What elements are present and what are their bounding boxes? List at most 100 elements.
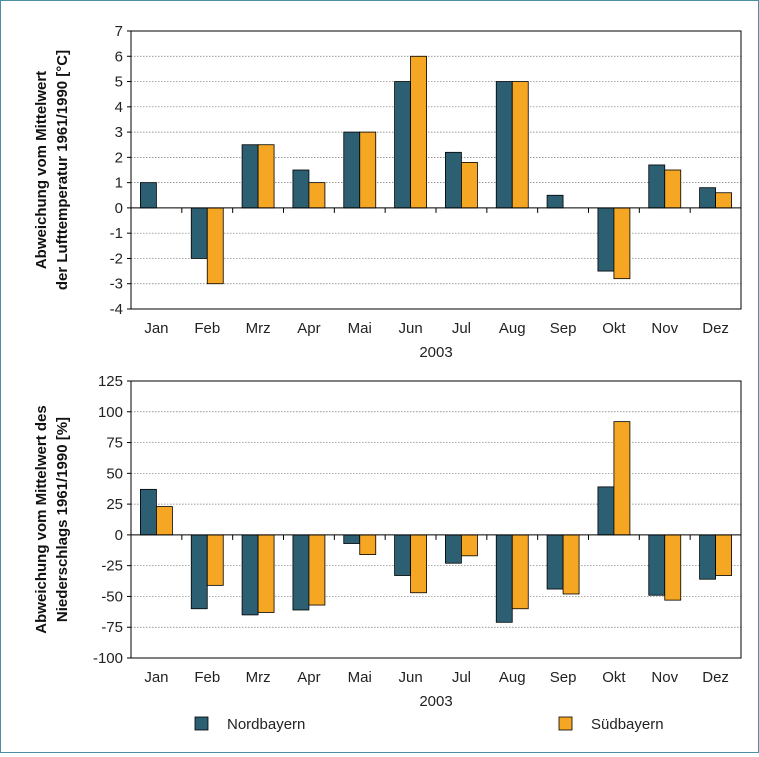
x-tick-label: Nov [651, 669, 678, 686]
bar-suedbayern [359, 534, 377, 555]
x-tick-label: Jan [144, 320, 168, 337]
x-tick-label: Feb [194, 320, 220, 337]
y-tick-label: 0 [115, 527, 123, 544]
bar-nordbayern [495, 81, 513, 209]
bar-nordbayern [648, 164, 666, 209]
legend: Nordbayern Südbayern [194, 716, 664, 733]
x-tick-label: Nov [651, 320, 678, 337]
x-tick-label: Apr [297, 320, 320, 337]
x-tick-label: Aug [499, 669, 526, 686]
y-tick-label: -100 [93, 650, 123, 667]
bar-suedbayern [410, 55, 427, 209]
bar-suedbayern [308, 534, 326, 606]
bar-nordbayern [241, 534, 259, 616]
bar-suedbayern [257, 534, 275, 613]
y-tick-label: -50 [101, 588, 123, 605]
y-tick-label: 2 [115, 149, 123, 166]
bar-suedbayern [206, 534, 224, 586]
bar-nordbayern [292, 534, 310, 611]
x-tick-label: Jan [144, 669, 168, 686]
bar-nordbayern [190, 207, 208, 259]
x-tick-label: Dez [702, 320, 729, 337]
y-tick-label: 125 [98, 373, 123, 390]
x-tick-label: Aug [499, 320, 526, 337]
bar-suedbayern [511, 81, 529, 209]
y-tick-label: 3 [115, 124, 123, 141]
plot-area [130, 380, 742, 659]
x-axis-label: 2003 [419, 693, 452, 710]
bar-suedbayern [715, 534, 732, 576]
x-tick-label: Mrz [246, 320, 271, 337]
x-tick-label: Jun [398, 669, 422, 686]
bar-nordbayern [394, 81, 411, 209]
bar-nordbayern [597, 486, 615, 536]
y-tick-label: -1 [110, 225, 123, 242]
bar-nordbayern [445, 151, 462, 209]
x-tick-label: Mrz [246, 669, 271, 686]
precipitation-chart: -100 -75 -50 -25 0 25 50 75 100 125 Jan Feb Mrz Apr Ma… [33, 373, 742, 710]
y-tick-label: 25 [106, 496, 123, 513]
x-tick-label: Mai [348, 320, 372, 337]
y-tick-label: -25 [101, 558, 123, 575]
y-tick-label: 0 [115, 200, 123, 217]
bar-nordbayern [699, 534, 716, 580]
bar-nordbayern [699, 187, 716, 209]
y-tick-label: 4 [115, 99, 123, 116]
y-tick-label: 100 [98, 404, 123, 421]
bar-nordbayern [546, 194, 564, 209]
x-tick-label: Okt [602, 669, 626, 686]
y-tick-label: -4 [110, 301, 123, 318]
x-tick-label: Dez [702, 669, 729, 686]
bar-suedbayern [613, 421, 631, 536]
x-tick-label: Jun [398, 320, 422, 337]
y-tick-label: 6 [115, 48, 123, 65]
y-tick-label: 50 [106, 465, 123, 482]
bar-nordbayern [343, 131, 361, 209]
x-tick-label: Feb [194, 669, 220, 686]
bar-nordbayern [140, 488, 157, 536]
bar-suedbayern [664, 534, 682, 601]
x-tick-label: Jul [452, 320, 471, 337]
x-tick-label: Sep [550, 669, 577, 686]
bar-nordbayern [140, 182, 157, 209]
bar-nordbayern [241, 144, 259, 209]
y-tick-label: -3 [110, 276, 123, 293]
bar-suedbayern [206, 207, 224, 285]
bar-nordbayern [597, 207, 615, 272]
bar-suedbayern [562, 534, 580, 595]
bar-nordbayern [292, 169, 310, 209]
bar-nordbayern [190, 534, 208, 610]
bar-nordbayern [394, 534, 411, 576]
bar-nordbayern [546, 534, 564, 590]
bar-suedbayern [715, 192, 732, 209]
y-tick-label: -2 [110, 250, 123, 267]
temperature-chart: -4 -3 -2 -1 0 1 2 3 4 5 6 7 Jan Feb Mrz Apr Mai Jun Jul Aug… [33, 23, 742, 361]
y-tick-label: 1 [115, 175, 123, 192]
y-tick-label: -75 [101, 619, 123, 636]
legend-swatch-suedbayern [558, 716, 573, 731]
bar-suedbayern [359, 131, 377, 209]
legend-label-suedbayern: Südbayern [591, 716, 664, 733]
bar-suedbayern [511, 534, 529, 610]
x-tick-label: Apr [297, 669, 320, 686]
y-axis-label-line2: der Lufttemperatur 1961/1990 [°C] [54, 50, 71, 290]
x-axis-label: 2003 [419, 344, 452, 361]
y-tick-label: 75 [106, 435, 123, 452]
bar-suedbayern [461, 534, 478, 557]
bar-nordbayern [343, 534, 361, 544]
x-tick-label: Mai [348, 669, 372, 686]
x-tick-label: Jul [452, 669, 471, 686]
x-tick-label: Okt [602, 320, 626, 337]
y-tick-label: 5 [115, 74, 123, 91]
y-axis-label-line1: Abweichung vom Mittelwert [33, 71, 50, 269]
bar-suedbayern [613, 207, 631, 280]
legend-swatch-nordbayern [194, 716, 209, 731]
bar-suedbayern [461, 162, 478, 209]
y-tick-label: 7 [115, 23, 123, 40]
bar-nordbayern [445, 534, 462, 564]
bar-nordbayern [495, 534, 513, 623]
legend-label-nordbayern: Nordbayern [227, 716, 305, 733]
bar-suedbayern [664, 169, 682, 209]
x-tick-label: Sep [550, 320, 577, 337]
